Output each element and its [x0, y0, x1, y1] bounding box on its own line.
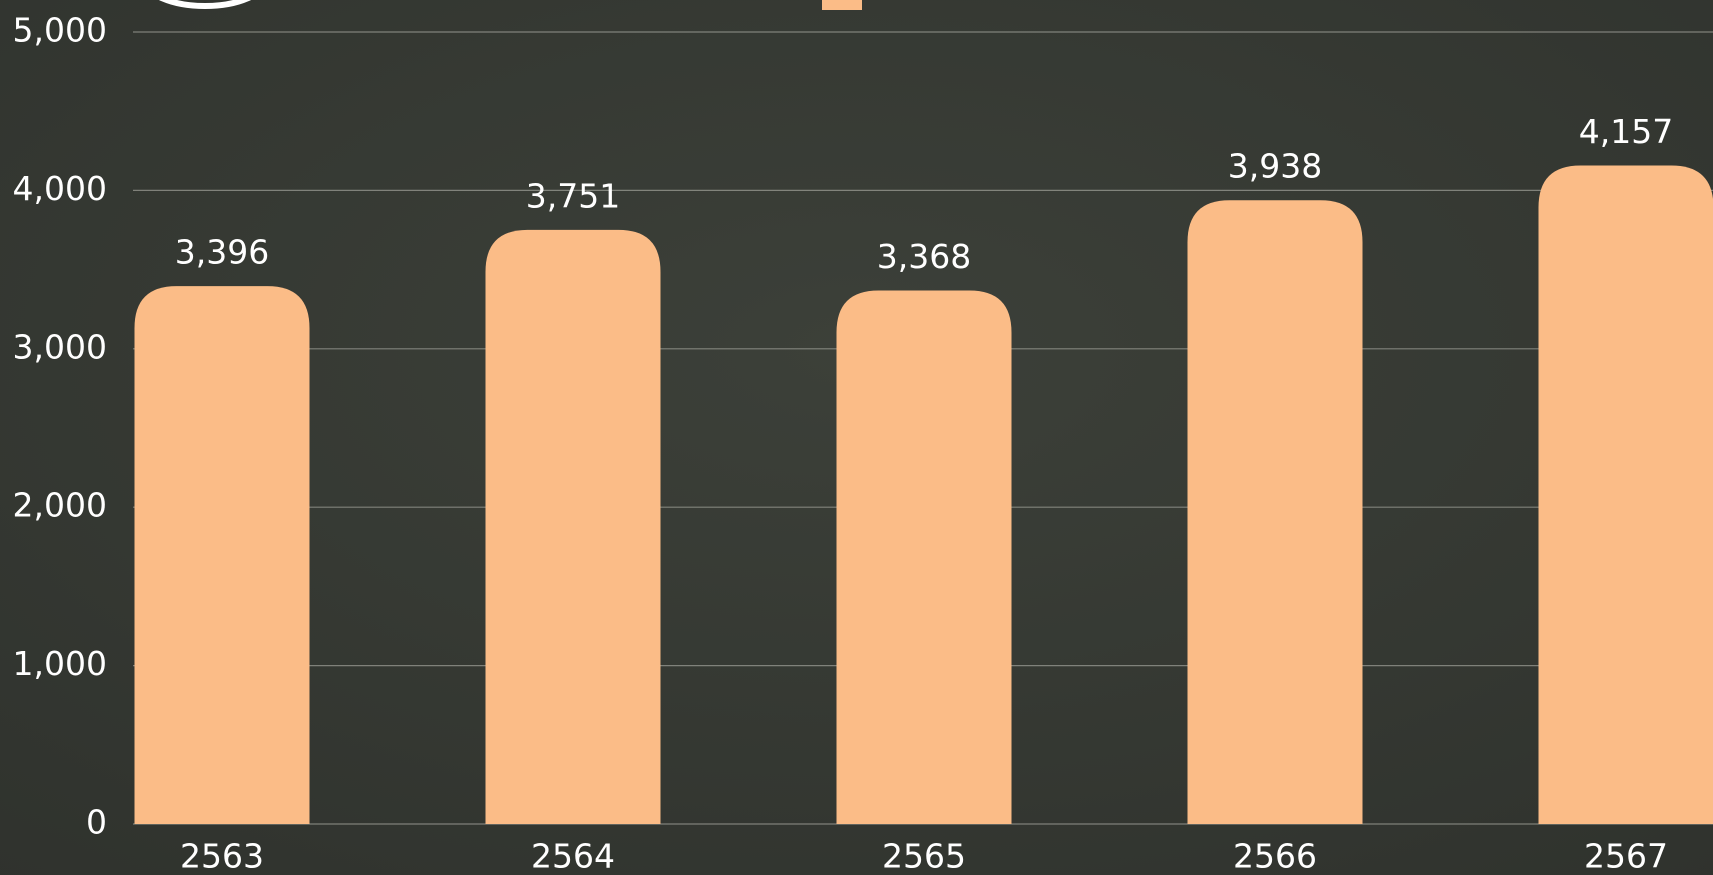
bar — [485, 229, 661, 824]
y-tick-label: 4,000 — [13, 169, 107, 208]
y-tick-label: 2,000 — [13, 486, 107, 525]
bar — [134, 286, 310, 824]
legend-swatch — [822, 0, 862, 10]
data-label: 3,751 — [526, 176, 620, 215]
bar — [836, 290, 1012, 824]
bar — [1187, 200, 1363, 824]
data-label: 4,157 — [1579, 112, 1673, 151]
x-tick-label: 2565 — [882, 837, 966, 875]
decoration — [158, 0, 252, 9]
y-tick-label: 1,000 — [13, 644, 107, 683]
data-label: 3,368 — [877, 237, 971, 276]
data-label: 3,396 — [175, 233, 269, 272]
x-tick-label: 2563 — [180, 837, 264, 875]
y-tick-label: 0 — [86, 803, 107, 842]
y-tick-label: 3,000 — [13, 327, 107, 366]
x-tick-label: 2564 — [531, 837, 615, 875]
y-tick-label: 5,000 — [13, 11, 107, 50]
x-tick-label: 2566 — [1233, 837, 1317, 875]
x-tick-label: 2567 — [1584, 837, 1668, 875]
data-label: 3,938 — [1228, 147, 1322, 186]
bar — [1538, 165, 1713, 824]
